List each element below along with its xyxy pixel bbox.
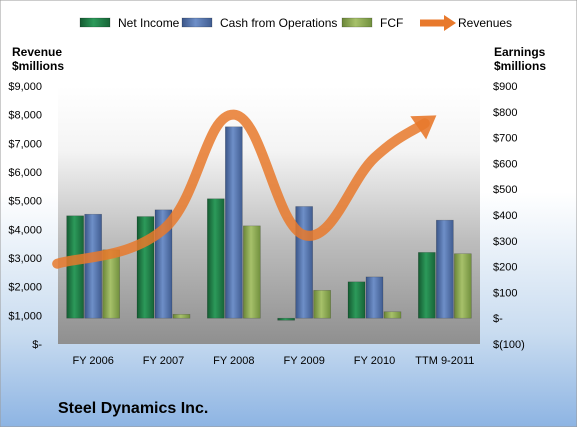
category-label: FY 2010 bbox=[354, 355, 395, 367]
left-tick-label: $4,000 bbox=[8, 224, 42, 236]
legend-swatch bbox=[181, 17, 213, 28]
category-axis: FY 2006 FY 2007 FY 2008 FY 2009 FY 2010 TTM 9… bbox=[72, 355, 474, 367]
bar-cash-from-operations bbox=[295, 206, 313, 319]
chart-title: Steel Dynamics Inc. bbox=[58, 400, 208, 417]
bar-fcf bbox=[383, 311, 402, 319]
left-axis-label-line: $millions bbox=[12, 59, 64, 73]
right-tick-label: $- bbox=[493, 313, 503, 325]
category-label: FY 2008 bbox=[213, 355, 254, 367]
category-label: FY 2006 bbox=[72, 355, 113, 367]
legend-label: Net Income bbox=[118, 16, 180, 30]
right-tick-label: $900 bbox=[493, 81, 517, 93]
legend-swatch-arrowhead bbox=[444, 15, 456, 31]
bar-net-income bbox=[207, 198, 225, 319]
bar-cash-from-operations bbox=[84, 213, 102, 319]
left-axis-label-line: Revenue bbox=[12, 45, 62, 59]
left-tick-label: $1,000 bbox=[8, 310, 42, 322]
bar-net-income bbox=[277, 317, 295, 321]
right-axis: $(100) $- $100 $200 $300 $400 $500 $600 $700 $800… bbox=[493, 81, 525, 351]
bar-series bbox=[66, 126, 472, 321]
bar-net-income bbox=[418, 252, 436, 319]
left-tick-label: $3,000 bbox=[8, 253, 42, 265]
right-tick-label: $500 bbox=[493, 184, 517, 196]
right-tick-label: $400 bbox=[493, 210, 517, 222]
right-axis-label-line: $millions bbox=[494, 59, 546, 73]
legend-swatch bbox=[341, 17, 373, 28]
revenues-line bbox=[52, 109, 430, 269]
left-axis: $- $1,000 $2,000 $3,000 $4,000 $5,000 $6,000 $7… bbox=[8, 81, 42, 351]
legend-label: Cash from Operations bbox=[220, 16, 337, 30]
bar-net-income bbox=[347, 281, 366, 319]
bar-cash-from-operations bbox=[365, 276, 384, 319]
legend: Net Income Cash from Operations FCF Revenue… bbox=[79, 15, 512, 31]
bar-net-income bbox=[66, 215, 84, 319]
left-tick-label: $9,000 bbox=[8, 81, 42, 93]
left-tick-label: $2,000 bbox=[8, 282, 42, 294]
right-tick-label: $800 bbox=[493, 107, 517, 119]
category-label: FY 2007 bbox=[143, 355, 184, 367]
left-tick-label: $5,000 bbox=[8, 196, 42, 208]
bar-fcf bbox=[243, 225, 261, 319]
left-axis-label: Revenue $millions bbox=[12, 45, 65, 73]
bar-fcf bbox=[454, 253, 472, 319]
legend-swatch bbox=[79, 17, 111, 28]
bar-net-income bbox=[136, 216, 155, 319]
right-tick-label: $(100) bbox=[493, 339, 525, 351]
left-tick-label: $- bbox=[32, 339, 42, 351]
category-label: FY 2009 bbox=[283, 355, 324, 367]
legend-label: FCF bbox=[380, 16, 403, 30]
right-tick-label: $100 bbox=[493, 287, 517, 299]
right-tick-label: $300 bbox=[493, 236, 517, 248]
left-tick-label: $7,000 bbox=[8, 138, 42, 150]
legend-label: Revenues bbox=[458, 16, 512, 30]
right-tick-label: $600 bbox=[493, 158, 517, 170]
bar-fcf bbox=[172, 314, 191, 319]
bar-fcf bbox=[313, 290, 331, 319]
right-axis-label: Earnings $millions bbox=[494, 45, 549, 73]
bar-cash-from-operations bbox=[225, 126, 243, 319]
line-series bbox=[52, 109, 437, 269]
right-tick-label: $200 bbox=[493, 262, 517, 274]
revenues-line-arrowhead bbox=[410, 115, 437, 140]
bar-cash-from-operations bbox=[436, 219, 454, 319]
right-axis-label-line: Earnings bbox=[494, 45, 546, 59]
category-label: TTM 9-2011 bbox=[415, 355, 474, 367]
left-tick-label: $6,000 bbox=[8, 167, 42, 179]
left-tick-label: $8,000 bbox=[8, 110, 42, 122]
right-tick-label: $700 bbox=[493, 133, 517, 145]
